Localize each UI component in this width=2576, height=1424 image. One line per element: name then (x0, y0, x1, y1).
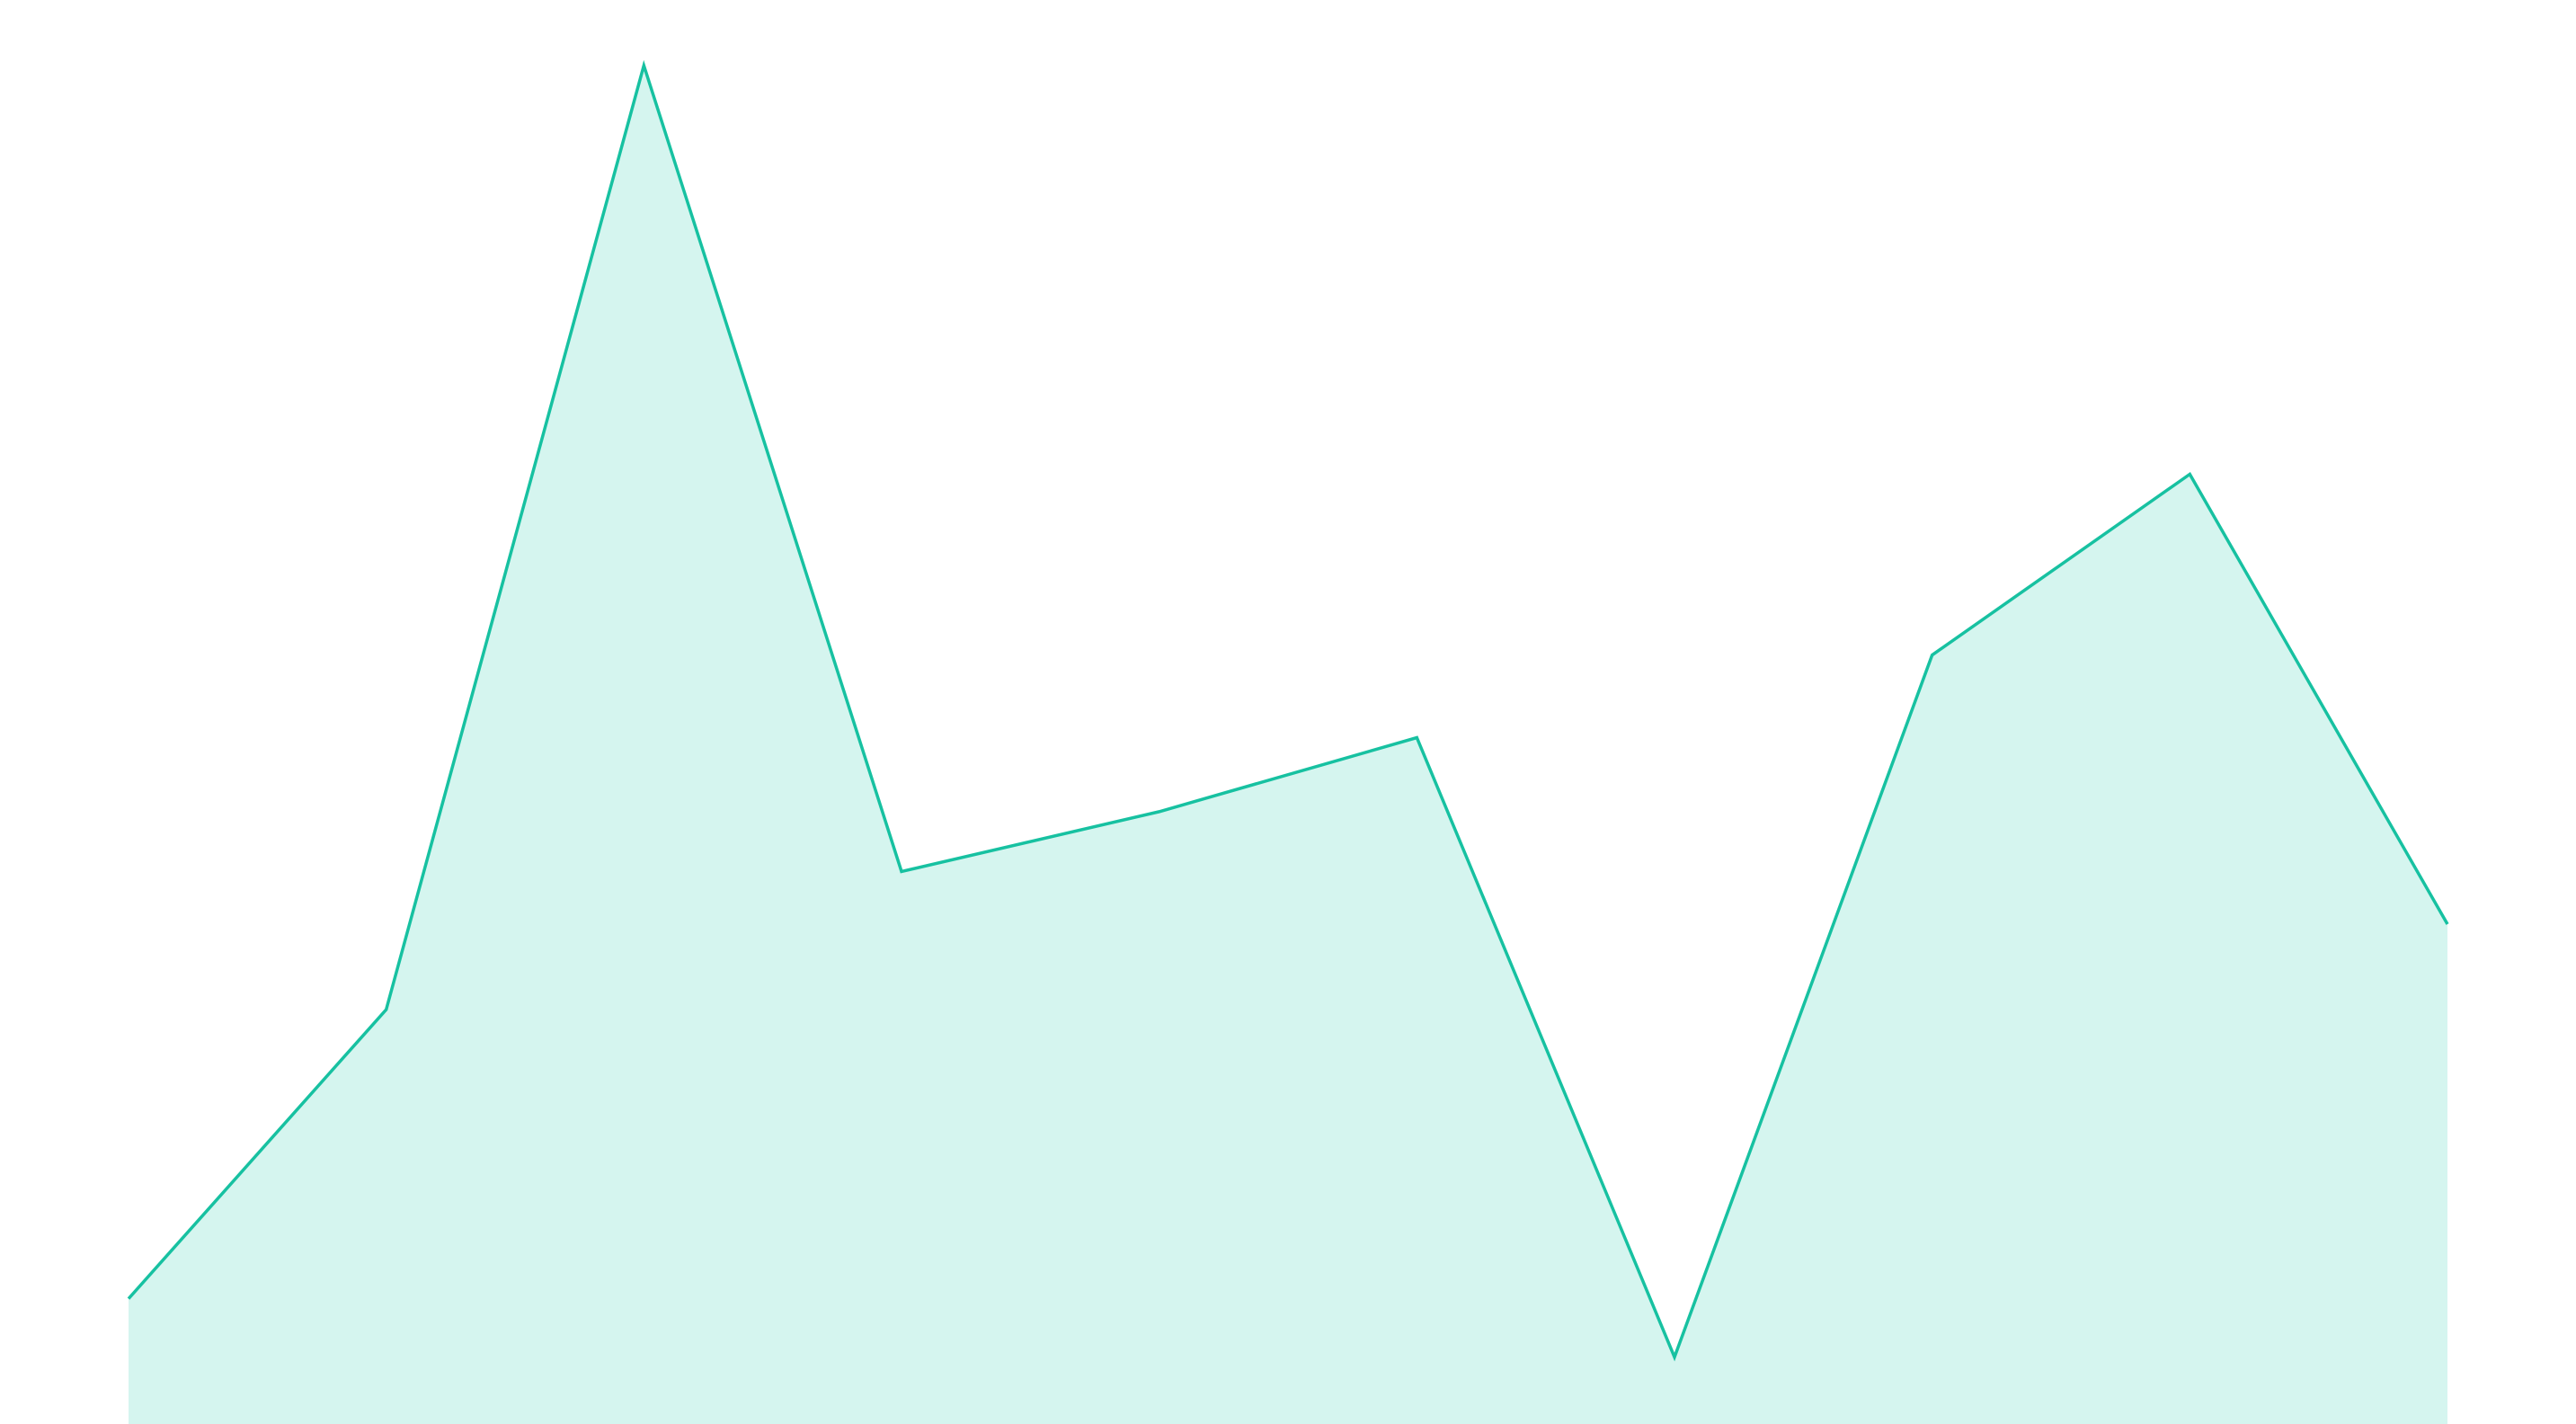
area-line (127, 59, 2449, 1362)
area-fill (129, 65, 2447, 1424)
